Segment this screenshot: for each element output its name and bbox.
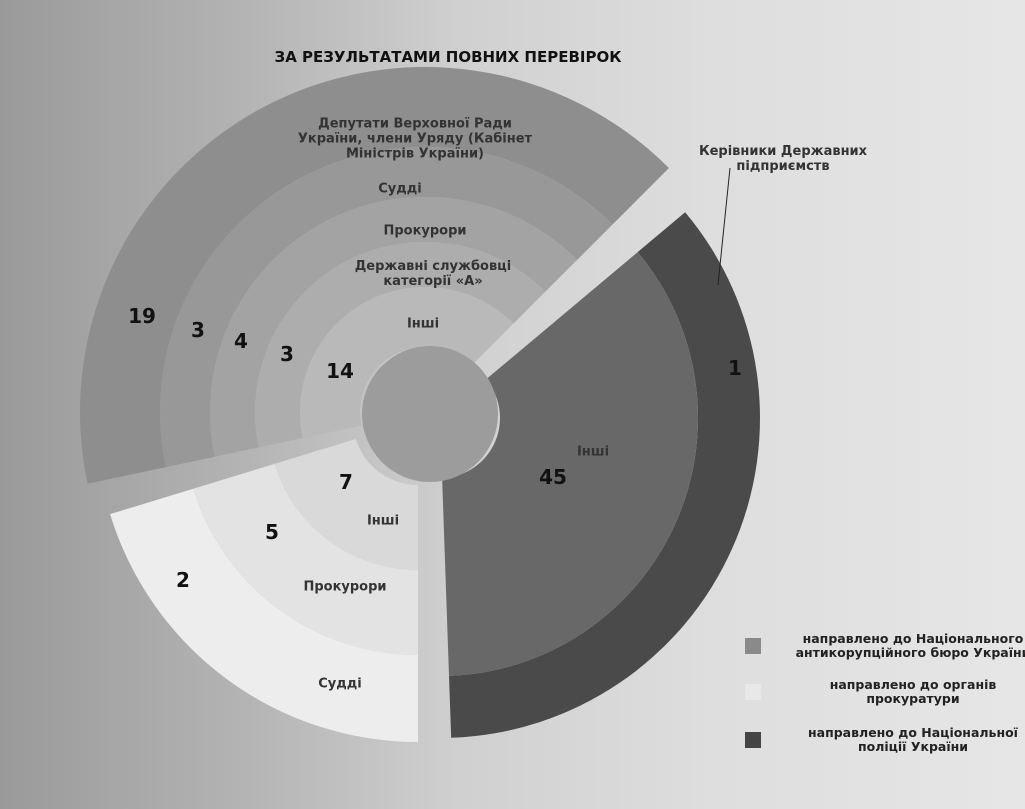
segment-label: Керівники Державних підприємств [698,144,868,174]
ring-segment [193,463,418,655]
value-label: 7 [339,470,353,494]
value-label: 14 [326,359,354,383]
legend-swatch [745,638,761,655]
segment-label: Прокурори [383,223,467,239]
value-label: 45 [539,465,567,489]
value-label: 5 [265,520,279,544]
segment-label: Судді [378,181,422,197]
ring-segment [79,66,669,484]
value-label: 2 [176,568,190,592]
segment-label: Депутати Верховної Ради України, члени У… [297,116,533,162]
ring-segment [442,252,699,676]
ring-segment [159,146,613,468]
segment-label: Прокурори [303,579,387,595]
ring-segment [274,439,418,570]
value-label: 3 [191,318,205,342]
legend-swatch [745,732,761,749]
segment-label: Судді [318,676,362,692]
segment-label: Інші [576,444,610,460]
legend-label: направлено до органів прокуратури [829,677,997,707]
value-label: 3 [280,342,294,366]
value-label: 1 [728,356,742,380]
value-label: 19 [128,304,156,328]
legend-item: направлено до Національної поліції Украї… [745,725,1025,755]
legend-swatch [745,684,761,701]
segment-label: Державні службовці категорії «А» [354,259,512,289]
ring-segment [110,488,418,742]
legend-label: направлено до Національної поліції Украї… [808,725,1018,755]
legend-label: направлено до Національного антикорупцій… [795,631,1025,661]
chart-title: ЗА РЕЗУЛЬТАТАМИ ПОВНИХ ПЕРЕВІРОК [274,48,622,66]
ring-segment [299,286,514,438]
value-label: 4 [234,329,248,353]
leader-line [717,167,731,286]
segment-label: Інші [366,513,400,529]
ring-segment [255,242,546,448]
ring-segment [449,212,760,738]
center-hole [362,346,498,482]
legend-item: направлено до органів прокуратури [745,677,1025,707]
legend-item: направлено до Національного антикорупцій… [745,631,1025,661]
ring-segment [210,197,578,457]
segment-label: Інші [406,316,440,332]
